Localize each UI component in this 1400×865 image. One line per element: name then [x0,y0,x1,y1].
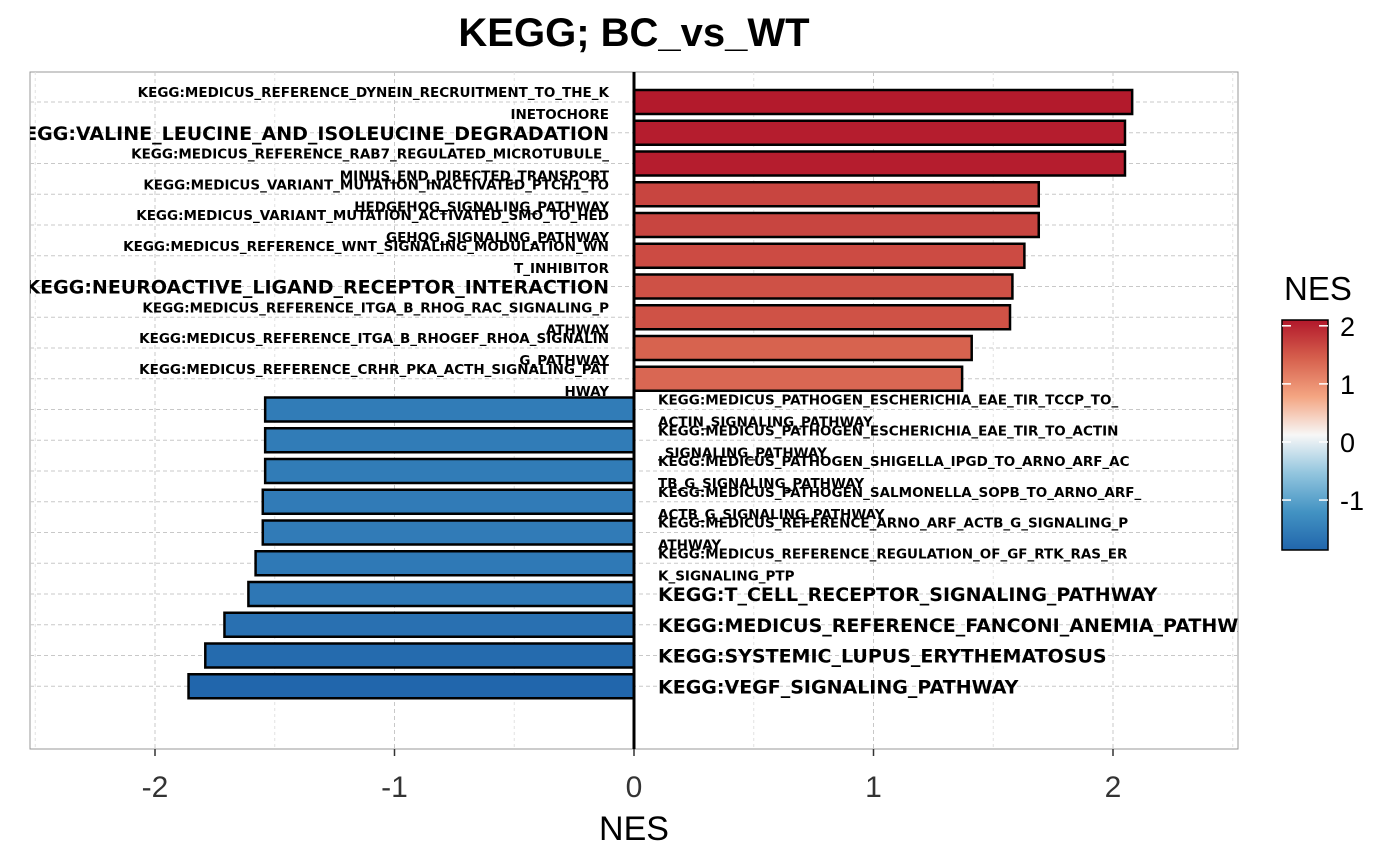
term-label: KEGG:VALINE_LEUCINE_AND_ISOLEUCINE_DEGRA… [9,123,609,145]
x-tick-label: -2 [142,771,169,804]
term-label-text: K_SIGNALING_PTP [658,568,795,584]
term-label-text: MINUS_END_DIRECTED_TRANSPORT [340,169,610,185]
term-label-text: KEGG:MEDICUS_VARIANT_MUTATION_INACTIVATE… [143,177,609,193]
legend-ticks: 2 1 0 -1 [1282,312,1364,516]
term-label-text: ACTIN_SIGNALING_PATHWAY [658,415,873,431]
bars [187,88,1134,700]
chart-title: KEGG; BC_vs_WT [458,11,809,55]
term-label-text: KEGG:MEDICUS_REFERENCE_ITGA_B_RHOG_RAC_S… [142,300,609,316]
nes-bar [632,242,1026,269]
term-label-text: KEGG:NEUROACTIVE_LIGAND_RECEPTOR_INTERAC… [25,277,609,299]
x-axis-ticks: -2 -1 0 1 2 [142,749,1122,804]
nes-bar [263,427,636,454]
term-label-text: HEDGEHOG_SIGNALING_PATHWAY [354,199,609,215]
term-label: KEGG:NEUROACTIVE_LIGAND_RECEPTOR_INTERAC… [25,277,609,299]
legend-tick-label: -1 [1340,486,1364,516]
term-label-text: KEGG:T_CELL_RECEPTOR_SIGNALING_PATHWAY [658,584,1158,606]
term-label-text: G_PATHWAY [519,353,609,369]
legend-tick-label: 2 [1340,312,1355,342]
x-tick-label: 1 [865,771,882,804]
term-label-text: KEGG:MEDICUS_PATHOGEN_ESCHERICHIA_EAE_TI… [658,393,1118,409]
legend-colorbar [1281,319,1329,551]
term-label: KEGG:MEDICUS_PATHOGEN_SALMONELLA_SOPB_TO… [658,485,1141,523]
term-label-text: KEGG:MEDICUS_VARIANT_MUTATION_ACTIVATED_… [136,208,609,224]
nes-bar [632,181,1041,208]
term-label-text: TB_G_SIGNALING_PATHWAY [658,476,864,492]
nes-bar [263,396,636,423]
term-label: KEGG:MEDICUS_REFERENCE_WNT_SIGNALING_MOD… [123,239,609,277]
term-label-text: KEGG:MEDICUS_REFERENCE_DYNEIN_RECRUITMEN… [138,85,610,101]
term-label: KEGG:MEDICUS_PATHOGEN_ESCHERICHIA_EAE_TI… [658,423,1118,461]
nes-bar [187,673,636,700]
nes-bar [632,88,1134,116]
nes-bar [223,611,636,638]
legend-title: NES [1284,270,1352,307]
nes-bar [632,211,1041,239]
legend-tick-label: 0 [1340,428,1355,458]
nes-bar [261,519,636,546]
nes-bar [632,150,1127,177]
term-label-text: ATHWAY [546,322,609,338]
term-label: KEGG:MEDICUS_REFERENCE_ITGA_B_RHOG_RAC_S… [142,300,609,338]
term-label: KEGG:T_CELL_RECEPTOR_SIGNALING_PATHWAY [658,584,1158,606]
nes-bar [263,457,636,485]
term-label-text: KEGG:MEDICUS_REFERENCE_WNT_SIGNALING_MOD… [123,239,609,255]
term-labels: KEGG:MEDICUS_REFERENCE_DYNEIN_RECRUITMEN… [9,85,1264,698]
x-axis-label: NES [599,810,669,848]
term-label-text: ACTB_G_SIGNALING_PATHWAY [658,507,885,523]
term-label: KEGG:MEDICUS_REFERENCE_RAB7_REGULATED_MI… [131,147,610,185]
term-label-text: T_INHIBITOR [514,261,610,277]
term-label: KEGG:MEDICUS_PATHOGEN_ESCHERICHIA_EAE_TI… [658,393,1118,431]
term-label: KEGG:MEDICUS_REFERENCE_ARNO_ARF_ACTB_G_S… [658,516,1128,554]
term-label: KEGG:MEDICUS_REFERENCE_REGULATION_OF_GF_… [658,546,1128,584]
term-label: KEGG:MEDICUS_PATHOGEN_SHIGELLA_IPGD_TO_A… [658,454,1130,492]
nes-bar [261,488,636,515]
x-tick-label: 0 [626,771,643,804]
term-label-text: INETOCHORE [510,107,609,123]
nes-bar [204,642,636,669]
term-label-text: KEGG:MEDICUS_REFERENCE_RAB7_REGULATED_MI… [131,147,609,163]
nes-bar [632,365,964,392]
term-label: KEGG:MEDICUS_VARIANT_MUTATION_INACTIVATE… [143,177,609,215]
term-label-text: KEGG:VALINE_LEUCINE_AND_ISOLEUCINE_DEGRA… [9,123,609,145]
x-tick-label: -1 [381,771,408,804]
term-label-text: KEGG:MEDICUS_REFERENCE_CRHR_PKA_ACTH_SIG… [139,362,610,378]
term-label-text: KEGG:MEDICUS_PATHOGEN_SALMONELLA_SOPB_TO… [658,485,1141,501]
term-label-text: _SIGNALING_PATHWAY [658,445,827,461]
term-label: KEGG:MEDICUS_REFERENCE_ITGA_B_RHOGEF_RHO… [139,331,609,369]
term-label: KEGG:VEGF_SIGNALING_PATHWAY [658,676,1019,698]
term-label-text: KEGG:MEDICUS_REFERENCE_REGULATION_OF_GF_… [658,546,1128,562]
legend-tick-label: 1 [1340,370,1355,400]
term-label: KEGG:SYSTEMIC_LUPUS_ERYTHEMATOSUS [658,646,1107,668]
nes-bar [254,550,636,577]
term-label-text: HWAY [564,384,609,400]
term-label-text: KEGG:MEDICUS_REFERENCE_ITGA_B_RHOGEF_RHO… [139,331,609,347]
nes-bar [632,334,973,362]
x-tick-label: 2 [1105,771,1122,804]
term-label: KEGG:MEDICUS_REFERENCE_FANCONI_ANEMIA_PA… [658,615,1264,637]
nes-bar [632,304,1012,331]
term-label: KEGG:MEDICUS_REFERENCE_CRHR_PKA_ACTH_SIG… [139,362,610,400]
term-label-text: ATHWAY [658,538,721,554]
term-label-text: KEGG:SYSTEMIC_LUPUS_ERYTHEMATOSUS [658,646,1107,668]
term-label-text: KEGG:MEDICUS_PATHOGEN_ESCHERICHIA_EAE_TI… [658,423,1118,439]
term-label-text: GEHOG_SIGNALING_PATHWAY [386,230,609,246]
nes-bar [632,119,1127,146]
color-legend: NES 2 1 0 -1 [1281,270,1364,551]
term-label-text: KEGG:MEDICUS_REFERENCE_ARNO_ARF_ACTB_G_S… [658,516,1128,532]
term-label-text: KEGG:VEGF_SIGNALING_PATHWAY [658,676,1019,698]
term-label: KEGG:MEDICUS_VARIANT_MUTATION_ACTIVATED_… [136,208,609,246]
nes-bar [247,580,636,608]
term-label: KEGG:MEDICUS_REFERENCE_DYNEIN_RECRUITMEN… [138,85,610,123]
nes-bar [632,273,1014,300]
term-label-text: KEGG:MEDICUS_PATHOGEN_SHIGELLA_IPGD_TO_A… [658,454,1130,470]
term-label-text: KEGG:MEDICUS_REFERENCE_FANCONI_ANEMIA_PA… [658,615,1264,637]
